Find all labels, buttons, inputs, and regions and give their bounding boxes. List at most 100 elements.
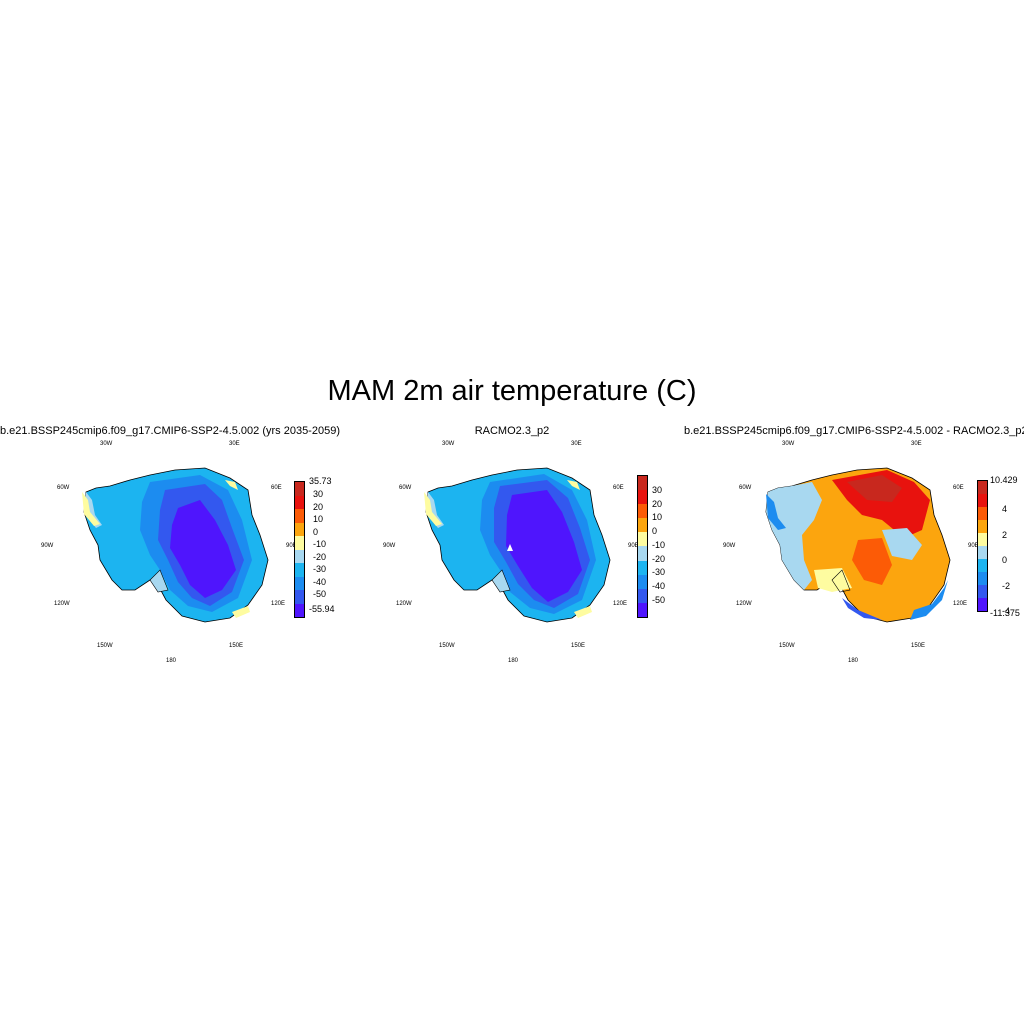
colorbar-tick-label: -30 [652,567,666,578]
lat-label-180: 180 [848,658,859,664]
panel-title: b.e21.BSSP245cmip6.f09_g17.CMIP6-SSP2-4.… [684,425,1024,437]
colorbar-swatch [978,559,987,572]
ross-cool [814,568,852,592]
lon-label-120w: 120W [54,601,70,607]
lon-label-60w: 60W [399,485,412,491]
core [506,490,582,602]
antarctica-map [424,467,611,623]
colorbar-swatch [978,533,987,546]
lon-label-30w: 30W [782,441,795,447]
colorbar-swatch [978,585,987,598]
coast-east [567,480,580,490]
peninsula-coast [82,492,100,526]
colorbar-swatch [638,476,647,491]
lon-label-60w: 60W [57,485,70,491]
colorbar-swatch [978,572,987,585]
colorbar-swatch [638,518,647,533]
colorbar-tick-label: -4 [1002,606,1011,616]
colorbar-swatch [638,602,647,617]
peninsula-coast [424,492,442,526]
colorbar-swatch [638,504,647,519]
colorbar-swatch [295,509,304,523]
east-hot [847,475,902,502]
colorbar-min-label: -11.375 [990,608,1020,618]
lon-label-60e: 60E [271,485,282,491]
colorbar-swatch [978,546,987,559]
lat-label-180: 180 [508,658,519,664]
lon-label-90w: 90W [41,543,54,549]
colorbar-tick-label: -20 [652,553,666,564]
west-antarctica-cool [766,482,822,590]
peninsula-blue [766,494,786,530]
colorbar-swatch [978,494,987,507]
interior-warm [852,538,892,585]
colorbar-tick-label: -10 [313,539,327,549]
lon-label-90w: 90W [723,543,736,549]
coast-south [574,606,592,618]
colorbar-swatch [295,563,304,577]
colorbar-swatch [978,507,987,520]
interior-cool [882,528,922,560]
colorbar-swatch [295,482,304,496]
map-panel-difference: b.e21.BSSP245cmip6.f09_g17.CMIP6-SSP2-4.… [682,420,1024,680]
colorbar-swatch [295,495,304,509]
map-panel-racmo: RACMO2.3_p2 30W 30E 60W 60E 90W 90E 120W… [342,420,682,680]
lon-label-90e: 90E [968,543,979,549]
lon-label-150e: 150E [229,643,244,649]
lon-label-120w: 120W [396,601,412,607]
colorbar-tick-label: -20 [313,551,327,562]
colorbar-tick-label: -10 [652,539,666,550]
antarctica-map [82,467,269,623]
lon-label-150w: 150W [439,643,455,649]
lat-label-180: 180 [166,658,177,664]
colorbar-tick-label: -40 [652,580,666,591]
colorbar [637,475,648,618]
lon-label-120e: 120E [271,601,286,607]
panel-title: RACMO2.3_p2 [474,425,550,437]
coast-east [225,480,238,490]
map-panel-model: b.e21.BSSP245cmip6.f09_g17.CMIP6-SSP2-4.… [0,420,340,680]
colorbar-tick-label: 4 [1002,504,1008,514]
colorbar-tick-label: 20 [652,498,663,509]
colorbar-tick-label: 30 [652,485,663,495]
lon-label-150w: 150W [97,643,113,649]
colorbar-tick-label: 10 [652,512,663,523]
lon-label-60e: 60E [953,485,964,491]
colorbar-swatch [295,549,304,563]
lon-label-30e: 30E [229,441,240,447]
colorbar-swatch [638,588,647,603]
lon-label-150e: 150E [911,643,926,649]
coastal-blue [910,580,948,620]
colorbar-tick-label: 20 [313,501,324,512]
colorbar [294,481,305,618]
peninsula [426,492,444,528]
colorbar-tick-label: 0 [652,526,658,537]
lon-label-150w: 150W [779,643,795,649]
lon-label-60w: 60W [739,485,752,491]
lon-label-120w: 120W [736,601,752,607]
lon-label-120e: 120E [613,601,628,607]
colorbar-max-label: 10.429 [990,475,1018,485]
lon-label-120e: 120E [953,601,968,607]
colorbar-min-label: -55.94 [309,604,335,614]
colorbar-tick-label: -40 [313,576,327,587]
colorbar-swatch [978,520,987,533]
colorbar-swatch [638,560,647,575]
colorbar-tick-label: 30 [313,489,324,499]
lon-label-30e: 30E [911,441,922,447]
lon-label-60e: 60E [613,485,624,491]
colorbar-tick-label: -30 [313,564,327,574]
colorbar-swatch [978,598,987,611]
colorbar-swatch [638,574,647,589]
coast-south [232,606,250,618]
colorbar-swatch [295,576,304,590]
colorbar-swatch [638,532,647,547]
lon-label-90e: 90E [628,543,639,549]
lon-label-90e: 90E [286,543,297,549]
colorbar-tick-label: 0 [313,526,319,537]
colorbar-swatch [638,546,647,561]
figure-title: MAM 2m air temperature (C) [327,375,697,407]
lon-label-90w: 90W [383,543,396,549]
colorbar [977,480,988,612]
ross-ice-shelf [491,569,511,593]
